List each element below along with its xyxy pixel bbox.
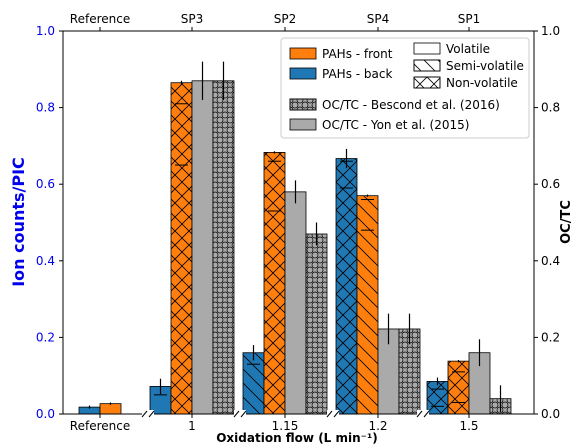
axis-break-mark [233, 410, 240, 418]
right-y-tick-label: 0.2 [541, 330, 560, 344]
top-x-tick-label: Reference [70, 12, 130, 26]
x-axis-title: Oxidation flow (L min⁻¹) [216, 431, 378, 445]
axis-break-mark [326, 410, 333, 418]
x-tick-label: 1.15 [272, 419, 299, 433]
bar-hatch [171, 82, 192, 414]
bar [192, 80, 213, 414]
bar-hatch [336, 158, 357, 414]
bar [469, 352, 490, 414]
axis-break-mask [142, 410, 154, 418]
right-y-tick-label: 0.6 [541, 177, 560, 191]
bar-hatch [427, 381, 448, 414]
axis-break-mark [148, 410, 155, 418]
hatch-legend-swatch [413, 42, 441, 55]
hatch-legend-pattern [413, 76, 441, 89]
plot-frame [62, 30, 535, 415]
top-x-tick-label: SP1 [458, 12, 481, 26]
bar [79, 407, 100, 414]
bar-hatch [357, 195, 378, 414]
left-y-tick-label: 0.6 [36, 177, 55, 191]
left-y-tick-label: 0.2 [36, 330, 55, 344]
axis-break-mark [141, 410, 148, 418]
bar-hatch [243, 352, 264, 414]
axis-break-mask [417, 410, 429, 418]
legend-box [280, 37, 530, 139]
axis-break-mask [234, 410, 246, 418]
legend-label: PAHs - front [322, 47, 393, 61]
axis-break-mark [423, 410, 430, 418]
legend-label: OC/TC - Yon et al. (2015) [322, 118, 469, 132]
bar-hatch [306, 233, 327, 414]
hatch-legend-pattern [413, 59, 441, 72]
right-y-tick-label: 0.0 [541, 407, 560, 421]
legend: PAHs - front PAHs - back OC/TC - Bescond e… [280, 37, 530, 139]
bar-hatch [213, 80, 234, 414]
bars-layer [78, 61, 512, 415]
axis-break-mark [416, 410, 423, 418]
bar-hatch [448, 361, 469, 414]
left-y-tick-label: 0.4 [36, 254, 55, 268]
right-y-tick-label: 0.8 [541, 101, 560, 115]
bar-hatch [264, 152, 285, 414]
legend-label: PAHs - back [322, 67, 392, 81]
hatch-legend-label: Semi-volatile [446, 59, 524, 73]
axes-layer: 0.0 0.0 0.2 0.2 0.4 0.4 0.6 0.6 0.8 0.8 1.0 1.0 Refe… [36, 12, 560, 433]
x-tick-label: 1.5 [459, 419, 478, 433]
legend-swatch [289, 118, 317, 131]
left-y-tick-label: 1.0 [36, 24, 55, 38]
top-x-tick-label: SP4 [367, 12, 390, 26]
bar-hatch [399, 328, 420, 414]
top-x-tick-label: SP3 [181, 12, 204, 26]
bar [285, 191, 306, 414]
legend-swatch [289, 67, 317, 80]
axis-break-mask [327, 410, 339, 418]
x-tick-label: Reference [70, 419, 130, 433]
bar [100, 403, 121, 414]
hatch-legend-label: Non-volatile [446, 76, 518, 90]
legend-swatch [289, 47, 317, 60]
left-y-tick-label: 0.8 [36, 101, 55, 115]
x-tick-label: 1.2 [368, 419, 387, 433]
right-y-tick-label: 1.0 [541, 24, 560, 38]
x-tick-label: 1 [188, 419, 196, 433]
axis-break-mark [333, 410, 340, 418]
legend-label: OC/TC - Bescond et al. (2016) [322, 98, 500, 112]
axis-break-mark [240, 410, 247, 418]
bar [150, 386, 171, 414]
y-axis-title-right: OC/TC [559, 200, 574, 244]
top-x-tick-label: SP2 [274, 12, 297, 26]
legend-swatch-hatch [289, 98, 317, 111]
left-y-tick-label: 0.0 [36, 407, 55, 421]
bar [378, 328, 399, 414]
hatch-legend-label: Volatile [446, 42, 490, 56]
y-axis-title-left: Ion counts/PIC [9, 157, 28, 287]
right-y-tick-label: 0.4 [541, 254, 560, 268]
